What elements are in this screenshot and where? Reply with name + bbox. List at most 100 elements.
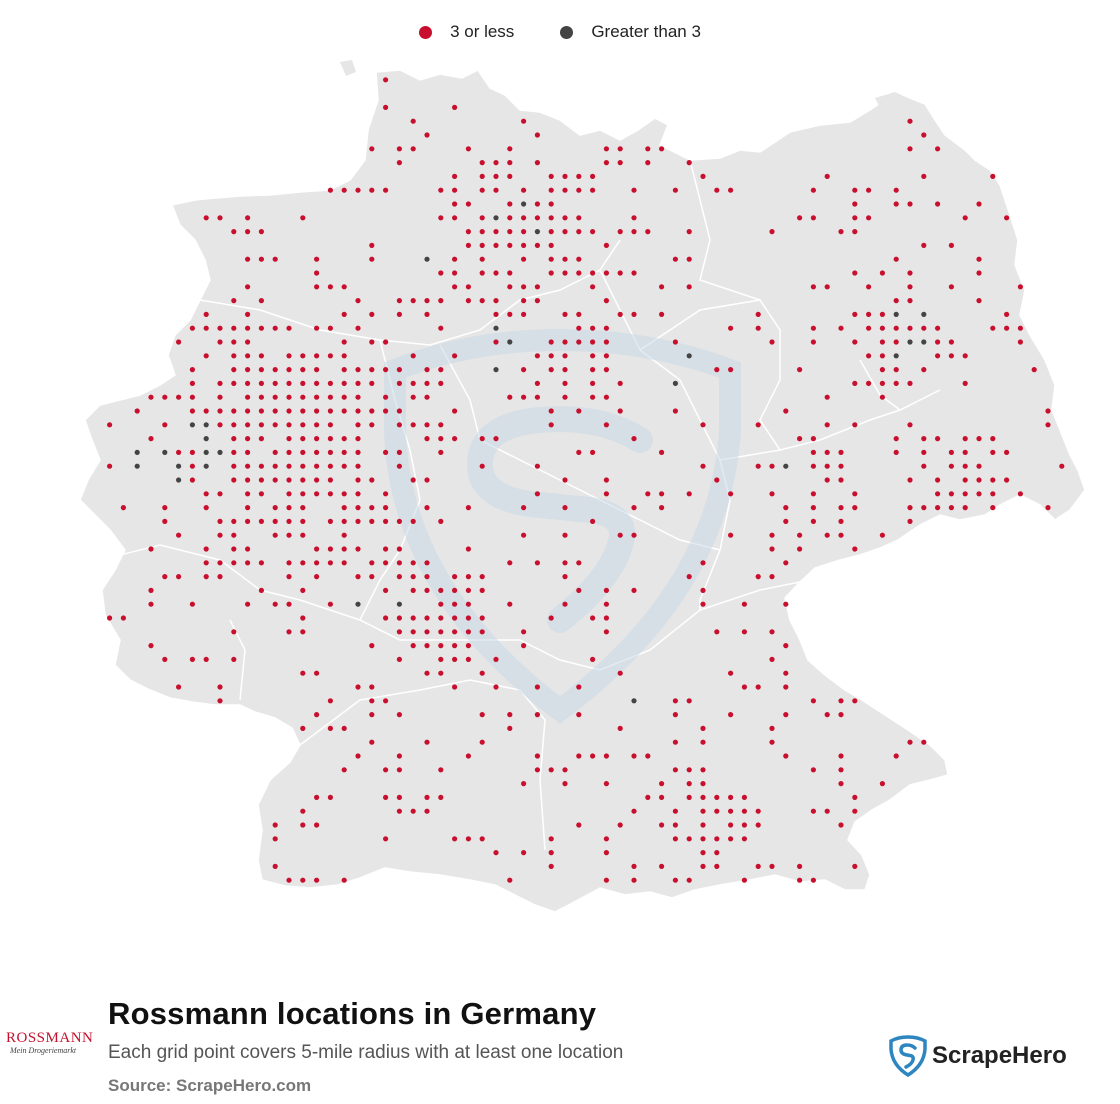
location-dot-low [879,367,886,373]
location-dot-high [203,463,209,469]
location-dot-low [465,574,471,580]
location-dot-low [700,808,706,814]
location-dot-low [314,380,320,386]
location-dot-low [590,187,596,193]
location-dot-low [245,477,251,483]
location-dot-low [645,229,651,235]
location-dot-low [631,877,637,883]
location-dot-low [576,587,582,594]
location-dot-low [286,394,292,400]
location-dot-low [603,270,610,276]
location-dot-low [990,449,996,455]
location-dot-high [893,353,899,359]
location-dot-low [396,794,402,801]
location-dot-low [935,477,941,483]
location-dot-low [866,284,872,290]
location-dot-low [769,656,775,663]
location-dot-low [465,229,471,235]
location-dot-low [962,436,968,442]
location-dot-low [245,546,251,552]
location-dot-low [286,367,292,373]
location-dot-low [728,325,734,331]
location-dot-low [741,629,748,635]
location-dot-low [452,587,458,594]
location-dot-low [631,808,637,814]
location-dot-low [452,104,458,110]
location-dot-low [479,463,485,469]
location-dot-low [465,146,471,152]
location-dot-low [107,615,113,621]
location-dot-low [314,477,320,483]
location-dot-low [700,725,706,732]
location-dot-low [838,712,844,718]
scrapehero-shield-icon [889,1035,927,1077]
location-dot-low [203,215,209,221]
location-dot-low [286,380,292,386]
location-dot-low [258,325,264,331]
rossmann-logo-text: ROSSMANN [6,1030,94,1046]
location-dot-low [410,587,416,594]
location-dot-low [424,132,430,138]
location-dot-low [410,560,416,566]
location-dot-low [603,491,610,497]
location-dot-low [258,298,264,304]
location-dot-low [576,449,582,455]
location-dot-low [590,615,596,621]
location-dot-low [659,822,665,828]
location-dot-low [672,822,679,828]
location-dot-low [521,242,527,248]
location-dot-low [383,560,389,566]
location-dot-low [714,477,720,483]
location-dot-low [948,353,955,359]
location-dot-low [410,353,416,359]
location-dot-low [838,325,844,331]
location-dot-low [838,518,844,525]
location-dot-low [507,725,513,732]
location-dot-low [286,518,292,525]
location-dot-low [603,367,610,373]
location-dot-low [534,380,541,386]
location-dot-low [617,822,623,828]
location-dot-low [935,146,941,152]
rossmann-logo: ROSSMANN Mein Drogeriemarkt [6,1030,98,1066]
location-dot-low [231,353,237,359]
location-dot-low [948,491,955,497]
location-dot-low [631,505,637,511]
location-dot-low [1017,284,1024,290]
location-dot-low [810,449,817,455]
location-dot-low [534,298,541,304]
location-dot-low [783,753,789,759]
location-dot-low [576,229,582,235]
location-dot-low [507,229,513,235]
location-dot-low [935,505,941,511]
location-dot-low [562,394,568,400]
location-dot-low [424,670,430,676]
location-dot-low [300,449,306,455]
location-dot-low [879,380,886,386]
location-dot-low [783,684,789,690]
location-dot-low [410,118,416,124]
location-dot-low [369,187,375,193]
location-dot-low [838,698,844,704]
location-dot-low [176,574,182,580]
rossmann-logo-tagline: Mein Drogeriemarkt [10,1046,77,1055]
location-dot-high [521,201,527,207]
location-dot-low [493,436,499,442]
location-dot-low [341,449,347,455]
location-dot-low [396,146,402,152]
location-dot-low [217,518,223,525]
location-dot-low [355,463,361,469]
location-dot-low [990,505,996,511]
location-dot-low [1017,491,1024,497]
location-dot-low [438,367,444,373]
location-dot-low [728,808,734,814]
location-dot-low [231,477,237,483]
location-dot-low [383,187,389,193]
location-dot-low [548,863,554,870]
location-dot-low [797,532,803,538]
location-dot-low [327,794,333,801]
location-dot-low [810,505,817,511]
legend-label-high: Greater than 3 [591,22,701,41]
location-dot-low [741,794,748,801]
location-dot-low [410,643,416,649]
